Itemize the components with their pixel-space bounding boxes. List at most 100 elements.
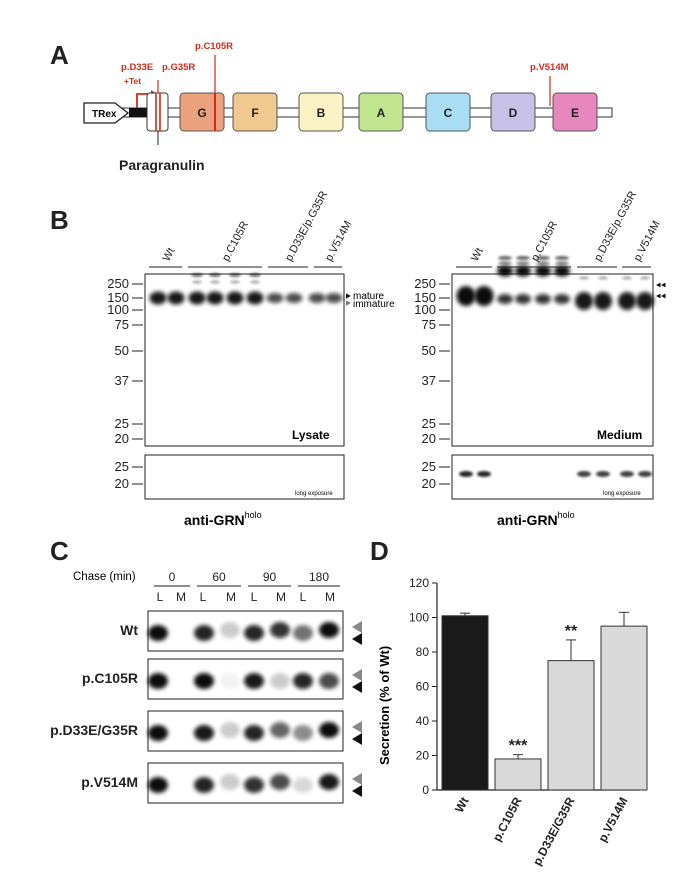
chase-timepoint: 90 [263, 570, 277, 584]
y-tick-label: 100 [409, 611, 429, 625]
blot-band [596, 471, 610, 477]
granulin-g-label: G [197, 106, 206, 120]
leader-segment [129, 108, 147, 117]
medium-antibody-label: anti-GRNholo [497, 510, 575, 528]
paragranulin-domain [146, 92, 169, 132]
blot-band [149, 291, 167, 305]
pulse-band [194, 625, 214, 641]
mw-label: 37 [422, 373, 436, 388]
pulse-band [148, 777, 168, 793]
lysate-long-exposure-label: long exposure [295, 491, 333, 497]
row-label: Wt [120, 622, 138, 638]
mw-label: 20 [422, 476, 436, 491]
blot-band [535, 265, 551, 277]
granulin-g-domain [179, 92, 225, 132]
grey-arrowhead [352, 621, 362, 633]
pulse-band [244, 777, 264, 793]
mw-label: 50 [115, 343, 129, 358]
blot-band [325, 293, 343, 303]
panel-letter-a: A [50, 40, 69, 70]
pulse-band [319, 622, 339, 638]
blot-band [474, 286, 494, 306]
blot-band [515, 265, 531, 277]
lane-m-label: M [325, 590, 335, 604]
pulse-band [220, 673, 240, 689]
granulin-b-domain [298, 92, 344, 132]
y-tick-label: 60 [416, 680, 430, 694]
pulse-band [194, 725, 214, 741]
y-tick-label: 120 [409, 576, 429, 590]
lane-l-label: L [200, 590, 207, 604]
chase-timepoint: 0 [169, 570, 176, 584]
pulse-band [244, 625, 264, 641]
lane-group-label: p.V514M [632, 219, 663, 264]
mw-label: 20 [115, 431, 129, 446]
granulin-d-domain [490, 92, 536, 132]
blot-band [536, 261, 550, 265]
blot-band [554, 265, 570, 277]
lane-group-label: Wt [161, 246, 178, 264]
bar [494, 758, 542, 791]
mutation-c105r-label: p.C105R [195, 41, 233, 52]
lysate-bands [149, 273, 343, 305]
blot-band [497, 294, 513, 304]
pulse-band [220, 722, 240, 738]
lane-l-label: L [157, 590, 164, 604]
lane-group-label: p.D33E/p.G35R [283, 189, 330, 263]
medium-long-exposure-frame [451, 454, 654, 500]
blot-band [622, 276, 632, 280]
lane-group-label: Wt [469, 246, 486, 264]
lane-group-label: p.D33E/p.G35R [592, 189, 639, 263]
pulse-band [220, 622, 240, 638]
blot-band [638, 471, 652, 477]
mw-label: 150 [107, 290, 129, 305]
tet-label: +Tet [124, 76, 141, 86]
blot-band [498, 256, 512, 260]
lysate-blot: Lysate long exposure 2501501007550372520… [107, 189, 395, 528]
blot-band [515, 294, 531, 304]
blot-band [554, 294, 570, 304]
blot-band [516, 261, 530, 265]
y-tick-label: 20 [416, 749, 430, 763]
blot-band [456, 286, 476, 306]
blot-band [497, 265, 513, 277]
mw-label: 25 [115, 459, 129, 474]
mw-label: 20 [422, 431, 436, 446]
pulse-band [244, 725, 264, 741]
trex-label: TRex [92, 109, 117, 120]
blot-band [229, 273, 241, 277]
mw-label: 250 [107, 276, 129, 291]
blot-band [210, 280, 220, 284]
row-label: p.D33E/G35R [50, 722, 138, 738]
pulse-band [319, 722, 339, 738]
immature-label: immature [353, 299, 395, 310]
granulin-c-label: C [444, 106, 453, 120]
black-arrowhead [352, 633, 362, 645]
medium-double-arrowhead [656, 282, 666, 288]
blot-band [555, 256, 569, 260]
blot-band [618, 292, 636, 310]
mw-label: 150 [414, 290, 436, 305]
blot-band [575, 292, 593, 310]
blot-band [516, 256, 530, 260]
blot-band [640, 276, 650, 280]
medium-bands [456, 256, 654, 477]
blot-band [285, 293, 303, 303]
row-label: p.C105R [82, 670, 138, 686]
granulin-e-label: E [571, 106, 579, 120]
pulse-band [244, 673, 264, 689]
pulse-row: p.V514M [81, 762, 362, 804]
y-tick-label: 0 [422, 783, 429, 797]
granulin-e-domain [552, 92, 598, 132]
pulse-band [293, 673, 313, 689]
blot-band [459, 471, 473, 477]
pulse-band [148, 725, 168, 741]
granulin-f-domain [232, 92, 278, 132]
blot-band [266, 293, 284, 303]
granulin-a-label: A [377, 106, 386, 120]
mw-label: 25 [422, 416, 436, 431]
x-tick-label: p.C105R [490, 795, 525, 844]
chase-timepoint: 180 [309, 570, 329, 584]
